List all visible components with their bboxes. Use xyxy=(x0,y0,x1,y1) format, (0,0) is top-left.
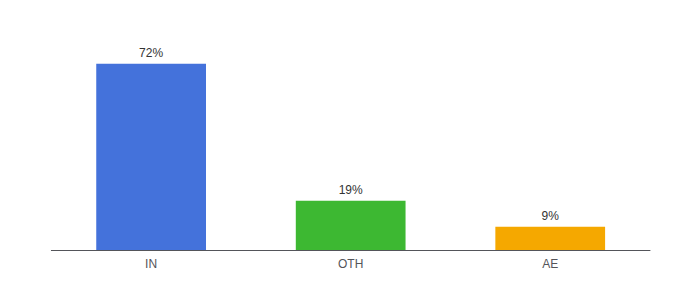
svg-text:IN: IN xyxy=(145,257,157,271)
svg-text:AE: AE xyxy=(542,257,558,271)
svg-text:9%: 9% xyxy=(542,209,560,223)
svg-text:19%: 19% xyxy=(339,183,363,197)
svg-text:OTH: OTH xyxy=(338,257,363,271)
svg-text:72%: 72% xyxy=(139,46,163,60)
